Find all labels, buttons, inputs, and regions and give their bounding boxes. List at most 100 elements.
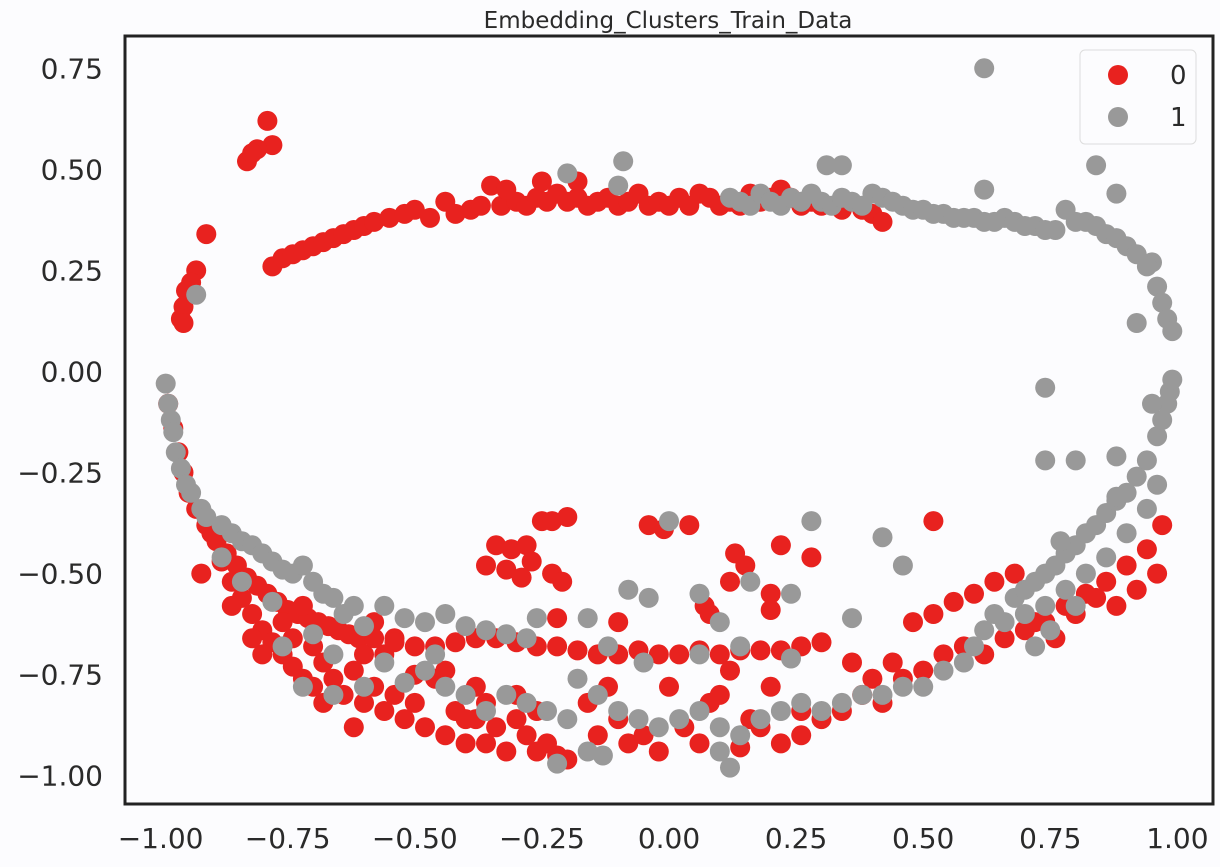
data-point-series-1 — [740, 571, 761, 592]
data-point-series-0 — [191, 563, 212, 584]
data-point-series-1 — [1136, 450, 1157, 471]
data-point-series-1 — [415, 612, 435, 633]
data-point-series-1 — [1035, 595, 1056, 616]
y-tick-label: 0.75 — [41, 52, 103, 85]
data-point-series-0 — [735, 555, 756, 576]
data-point-series-0 — [455, 709, 476, 730]
data-point-series-0 — [1004, 563, 1025, 584]
data-point-series-0 — [1086, 587, 1107, 608]
data-point-series-0 — [933, 644, 954, 665]
data-point-series-0 — [420, 207, 440, 228]
data-point-series-1 — [720, 757, 740, 778]
data-point-series-0 — [638, 515, 659, 536]
data-point-series-1 — [262, 591, 283, 612]
data-point-series-1 — [455, 616, 476, 637]
data-point-series-1 — [1152, 292, 1173, 313]
points-layer — [155, 58, 1183, 778]
data-point-series-1 — [608, 701, 629, 721]
legend-label-0: 0 — [1170, 61, 1187, 91]
data-point-series-1 — [781, 648, 801, 669]
data-point-series-1 — [394, 608, 415, 629]
data-point-series-1 — [1152, 410, 1173, 430]
data-point-series-1 — [526, 608, 547, 629]
data-point-series-0 — [542, 511, 563, 532]
data-point-series-0 — [1116, 555, 1137, 576]
data-point-series-1 — [974, 58, 995, 79]
data-point-series-0 — [516, 535, 537, 556]
data-point-series-1 — [1050, 531, 1071, 552]
data-point-series-1 — [323, 644, 344, 665]
data-point-series-0 — [262, 135, 283, 156]
data-point-series-0 — [1126, 579, 1147, 600]
data-point-series-1 — [211, 547, 232, 568]
data-point-series-1 — [516, 692, 537, 713]
data-point-series-1 — [852, 684, 873, 705]
data-point-series-1 — [323, 684, 344, 705]
data-point-series-0 — [1136, 539, 1157, 560]
data-point-series-1 — [516, 628, 537, 649]
data-point-series-0 — [608, 612, 629, 633]
data-point-series-1 — [435, 676, 456, 697]
legend-marker-0 — [1108, 65, 1128, 85]
data-point-series-1 — [170, 458, 191, 479]
data-point-series-0 — [547, 608, 568, 629]
data-point-series-0 — [257, 110, 278, 131]
data-point-series-1 — [1136, 498, 1157, 519]
data-point-series-0 — [196, 224, 217, 245]
data-point-series-1 — [1106, 446, 1127, 467]
data-point-series-1 — [613, 151, 634, 172]
data-point-series-1 — [618, 579, 639, 600]
data-point-series-0 — [445, 203, 466, 224]
data-point-series-0 — [618, 733, 639, 754]
data-point-series-1 — [557, 163, 578, 184]
x-tick-label: −0.75 — [245, 822, 331, 855]
data-point-series-1 — [1126, 313, 1147, 333]
data-point-series-1 — [709, 612, 730, 633]
data-point-series-1 — [709, 717, 730, 738]
data-point-series-1 — [476, 701, 496, 721]
data-point-series-1 — [648, 717, 669, 738]
data-point-series-0 — [648, 644, 669, 665]
data-point-series-0 — [659, 676, 679, 697]
data-point-series-1 — [165, 442, 186, 463]
data-point-series-0 — [1096, 571, 1117, 592]
data-point-series-1 — [1106, 486, 1127, 507]
data-point-series-1 — [689, 701, 710, 721]
data-point-series-1 — [633, 652, 654, 673]
data-point-series-1 — [892, 676, 913, 697]
plot-frame — [123, 34, 1215, 806]
data-point-series-0 — [984, 571, 1005, 592]
data-point-series-0 — [923, 511, 944, 532]
y-tick-label: −0.75 — [17, 659, 103, 692]
data-point-series-1 — [1086, 155, 1107, 176]
data-point-series-1 — [730, 725, 751, 746]
data-point-series-0 — [923, 604, 944, 624]
data-point-series-0 — [491, 195, 512, 216]
data-point-series-1 — [272, 636, 293, 657]
data-point-series-1 — [292, 676, 313, 697]
data-point-series-0 — [470, 195, 491, 216]
data-point-series-1 — [831, 692, 852, 713]
data-point-series-0 — [486, 535, 507, 556]
data-point-series-1 — [1025, 636, 1046, 657]
data-point-series-1 — [1147, 474, 1168, 495]
data-point-series-1 — [892, 555, 913, 576]
y-tick-label: 0.25 — [41, 254, 103, 287]
data-point-series-1 — [155, 373, 176, 394]
data-point-series-1 — [537, 701, 557, 721]
data-point-series-0 — [394, 709, 415, 730]
data-point-series-1 — [374, 595, 395, 616]
y-tick-label: −0.50 — [17, 558, 103, 591]
data-point-series-0 — [354, 644, 374, 665]
data-point-series-0 — [791, 725, 812, 746]
data-point-series-0 — [547, 636, 568, 657]
data-point-series-0 — [435, 725, 456, 746]
data-point-series-1 — [455, 684, 476, 705]
data-point-series-1 — [231, 571, 252, 592]
legend: 0 1 — [1079, 49, 1197, 145]
data-point-series-0 — [242, 628, 263, 649]
data-point-series-0 — [496, 179, 517, 200]
data-point-series-1 — [781, 583, 801, 604]
data-point-series-1 — [811, 701, 832, 721]
x-tick-label: 1.00 — [1146, 822, 1208, 855]
